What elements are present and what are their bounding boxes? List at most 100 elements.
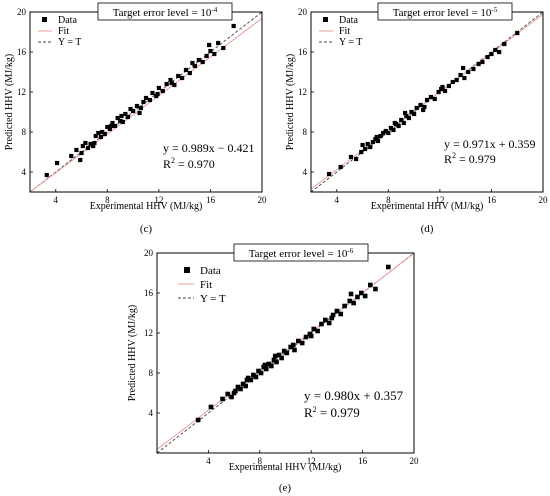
data-point (248, 377, 254, 383)
x-tick-label: 12 (307, 456, 316, 466)
data-point (348, 154, 354, 160)
data-point (347, 298, 353, 304)
x-tick-label: 20 (258, 195, 268, 205)
panel-label: (e) (279, 482, 292, 494)
data-point (128, 106, 133, 112)
panel-c: 4 8 12 16 20 4 8 12 16 20 Target error level = 10… (4, 2, 267, 235)
data-point (119, 113, 124, 119)
title-box (233, 243, 369, 262)
data-point (450, 79, 455, 85)
data-point (112, 123, 118, 129)
data-point (422, 104, 427, 110)
data-point (329, 315, 335, 321)
data-point (147, 97, 152, 103)
legend: Data Fit Y = T (38, 15, 81, 48)
data-point (192, 63, 198, 69)
data-point (355, 294, 360, 300)
data-point (240, 381, 246, 387)
data-point (348, 291, 354, 297)
data-point (308, 333, 314, 339)
plot-area: 4 8 12 16 20 4 8 12 16 20 (17, 7, 267, 205)
data-point (216, 40, 221, 46)
data-point (98, 134, 103, 140)
data-point (160, 88, 165, 94)
legend-data-label: Data (339, 15, 358, 26)
data-point (258, 370, 264, 376)
r-squared: R2 = 0.979 (444, 151, 496, 166)
data-point (243, 383, 248, 389)
data-point (381, 130, 386, 136)
data-point (432, 96, 437, 102)
x-tick-label: 20 (410, 456, 420, 466)
data-point (360, 142, 365, 148)
data-point (244, 377, 250, 383)
data-point (91, 143, 96, 149)
data-point (281, 348, 287, 354)
y-tick-label: 8 (149, 368, 154, 378)
data-point (266, 361, 272, 367)
data-point (284, 350, 290, 356)
data-point (334, 308, 340, 314)
legend-identity-label: Y = T (200, 293, 226, 305)
data-point (326, 320, 332, 326)
data-point (221, 45, 226, 51)
x-tick-label: 16 (206, 195, 216, 205)
y-tick-label: 12 (17, 87, 26, 97)
data-point (78, 157, 83, 163)
data-point (168, 77, 173, 83)
data-point (150, 90, 155, 96)
data-point (442, 88, 448, 94)
y-tick-label: 12 (298, 87, 307, 97)
identity-line (29, 11, 263, 193)
data-point (292, 347, 297, 353)
data-point (326, 171, 332, 177)
y-tick-label: 20 (17, 7, 27, 17)
fit-equation: y = 0.980x + 0.357 (304, 388, 404, 403)
data-point (187, 70, 192, 76)
x-axis-label: Experimental HHV (MJ/kg) (371, 201, 484, 212)
data-point (386, 264, 391, 270)
plot-area: 4 8 12 16 20 4 8 12 16 20 (144, 248, 419, 466)
y-tick-label: 4 (22, 167, 27, 177)
legend-fit-label: Fit (200, 279, 212, 291)
data-point (92, 140, 97, 146)
data-point (414, 105, 419, 111)
legend-data-marker (184, 267, 190, 273)
y-tick-label: 8 (303, 127, 308, 137)
data-point (251, 372, 256, 378)
data-point (229, 394, 234, 400)
data-point (436, 89, 441, 95)
data-point (370, 139, 375, 145)
data-point (462, 75, 467, 81)
data-point (138, 105, 143, 111)
legend-fit-label: Fit (58, 26, 69, 37)
data-point (164, 81, 169, 87)
data-point (489, 51, 494, 57)
data-point (200, 59, 205, 65)
data-point (269, 363, 274, 369)
data-point (256, 368, 261, 374)
data-point (458, 72, 463, 78)
data-point (354, 156, 359, 162)
y-axis-label: Predicted HHV (MJ/kg) (4, 54, 15, 150)
data-point (179, 75, 185, 81)
data-point (290, 342, 296, 348)
data-point (418, 102, 423, 108)
data-point (342, 303, 347, 309)
data-point (196, 57, 201, 63)
data-point (466, 69, 471, 75)
data-point (368, 282, 373, 288)
x-tick-label: 12 (154, 195, 163, 205)
legend-fit-label: Fit (339, 26, 350, 37)
data-point (190, 60, 195, 66)
data-point (497, 49, 502, 55)
data-point (378, 133, 383, 139)
data-point (169, 80, 174, 86)
data-point (391, 127, 396, 133)
data-point (338, 164, 343, 170)
data-point (330, 312, 336, 318)
data-point (323, 317, 328, 323)
data-point (493, 47, 498, 53)
data-point (272, 353, 278, 359)
y-tick-label: 20 (298, 7, 308, 17)
